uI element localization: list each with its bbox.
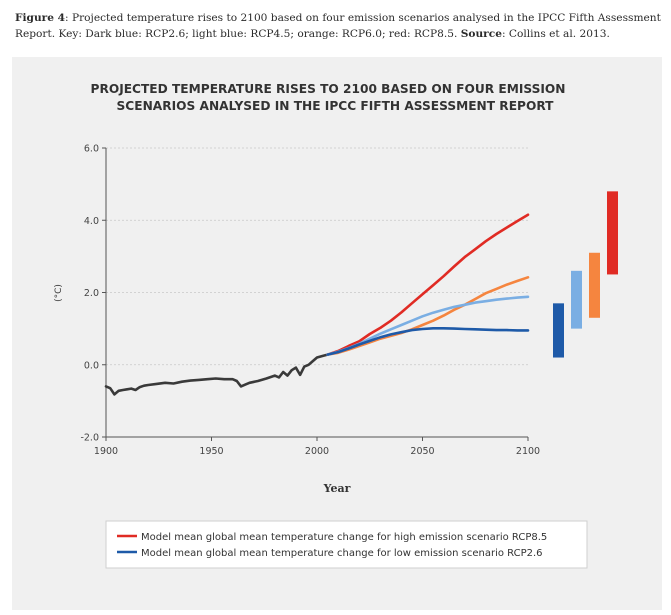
legend-label-rcp26: Model mean global mean temperature chang… — [141, 548, 543, 559]
figure-caption: Figure 4: Projected temperature rises to… — [15, 10, 665, 42]
series-line-rcp85 — [326, 213, 530, 356]
x-axis-label: Year — [323, 482, 351, 495]
x-tick-label: 2100 — [516, 446, 540, 457]
range-bars-group — [553, 191, 618, 358]
x-tick-label: 2050 — [410, 446, 434, 457]
x-tick-label: 1900 — [94, 446, 118, 457]
range-bar-rcp85 — [607, 191, 618, 275]
legend-box — [105, 520, 588, 569]
series-line-rcp26 — [326, 326, 530, 356]
y-tick-label: 6.0 — [84, 144, 99, 155]
x-tick-label: 2000 — [305, 446, 329, 457]
y-tick-label: 4.0 — [84, 216, 99, 227]
series-line-historical — [104, 353, 329, 396]
source-text: : Collins et al. 2013. — [501, 28, 610, 40]
chart-title-line-2: SCENARIOS ANALYSED IN THE IPCC FIFTH ASS… — [117, 99, 555, 113]
y-tick-label: 0.0 — [84, 360, 99, 371]
series-group — [104, 213, 530, 396]
range-bar-rcp60 — [589, 252, 600, 318]
legend-label-rcp85: Model mean global mean temperature chang… — [141, 532, 547, 543]
caption-text: : Projected temperature rises to 2100 ba… — [15, 12, 661, 40]
figure-label: Figure 4 — [15, 12, 66, 24]
y-axis-label: (°C) — [54, 284, 64, 302]
source-label: Source — [460, 28, 502, 40]
chart-title-line-1: PROJECTED TEMPERATURE RISES TO 2100 BASE… — [91, 82, 566, 96]
x-tick-label: 1950 — [199, 446, 223, 457]
series-line-rcp60 — [326, 275, 530, 356]
y-tick-label: 2.0 — [84, 288, 99, 299]
axes-group: -2.0 0.0 2.0 4.0 6.0 1900 1950 2000 2050 2100 — [80, 144, 540, 458]
range-bar-rcp26 — [553, 303, 564, 358]
range-bar-rcp45 — [571, 270, 582, 329]
y-tick-label: -2.0 — [80, 433, 99, 444]
